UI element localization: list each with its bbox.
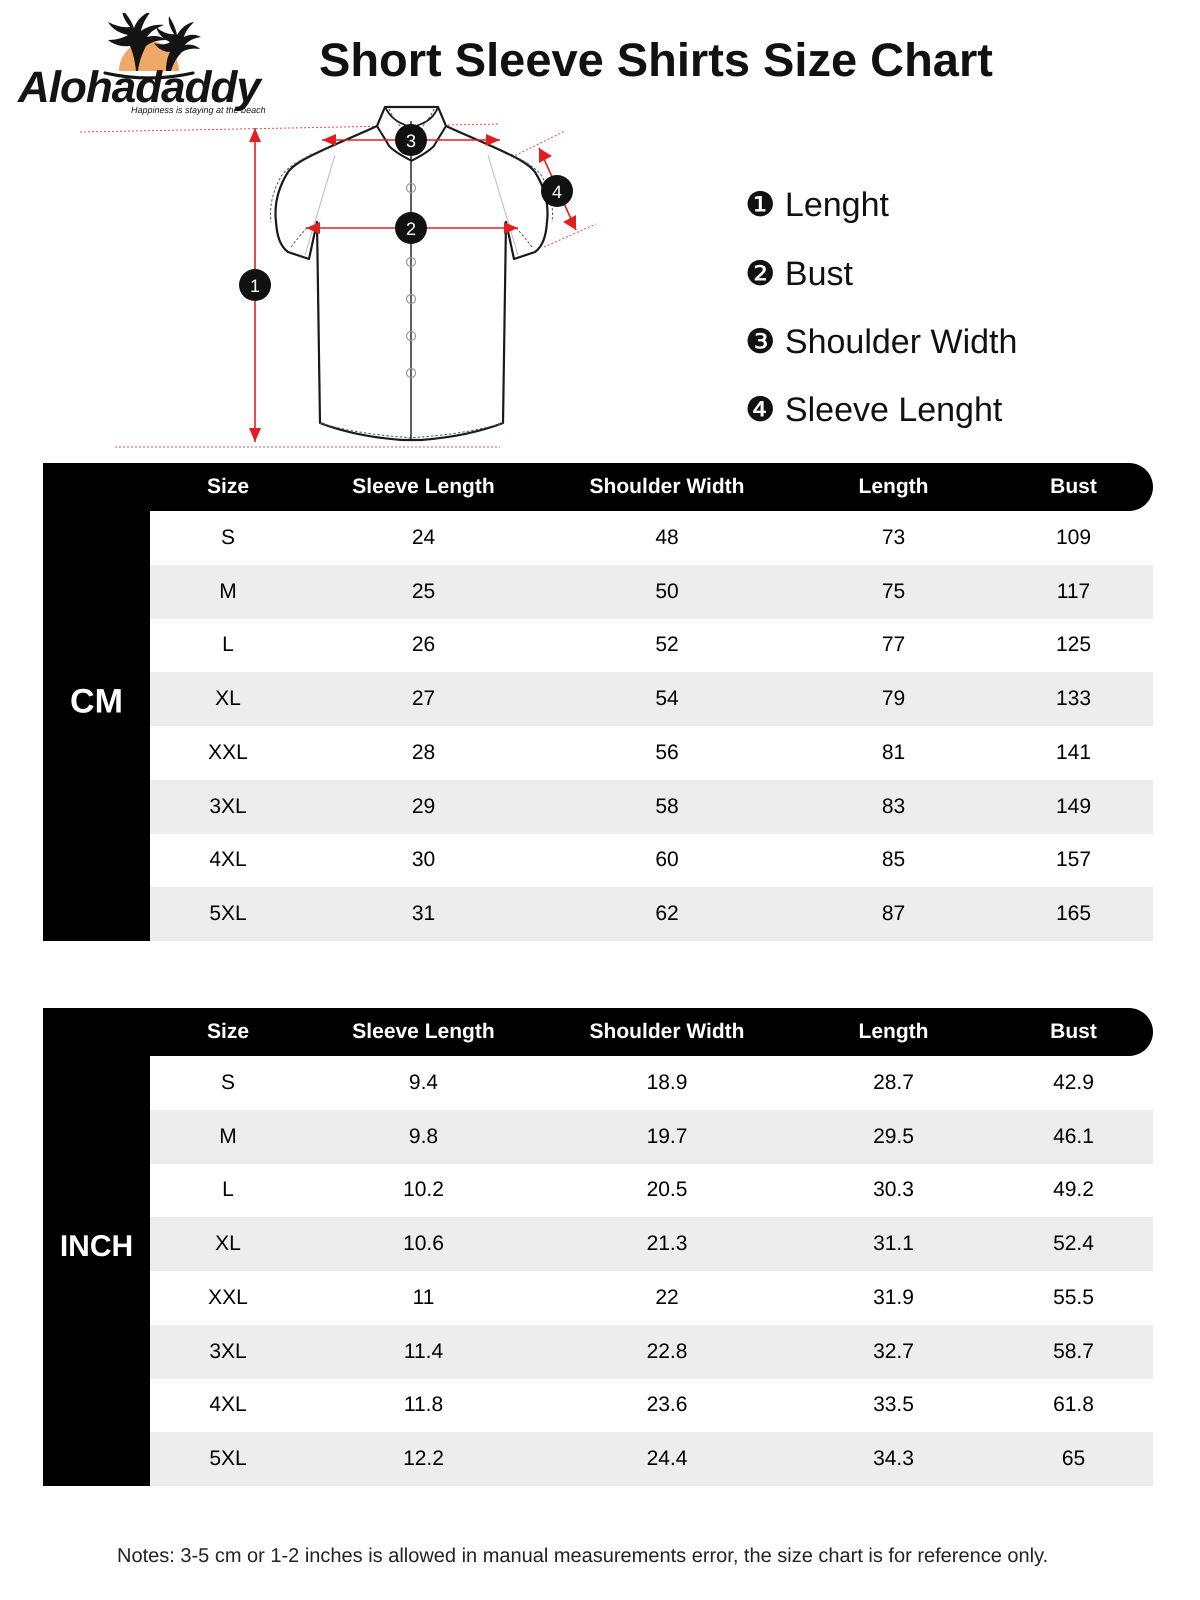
svg-text:2: 2	[406, 219, 416, 239]
svg-text:4: 4	[552, 182, 562, 202]
svg-text:1: 1	[250, 276, 260, 296]
svg-text:3: 3	[406, 131, 416, 151]
